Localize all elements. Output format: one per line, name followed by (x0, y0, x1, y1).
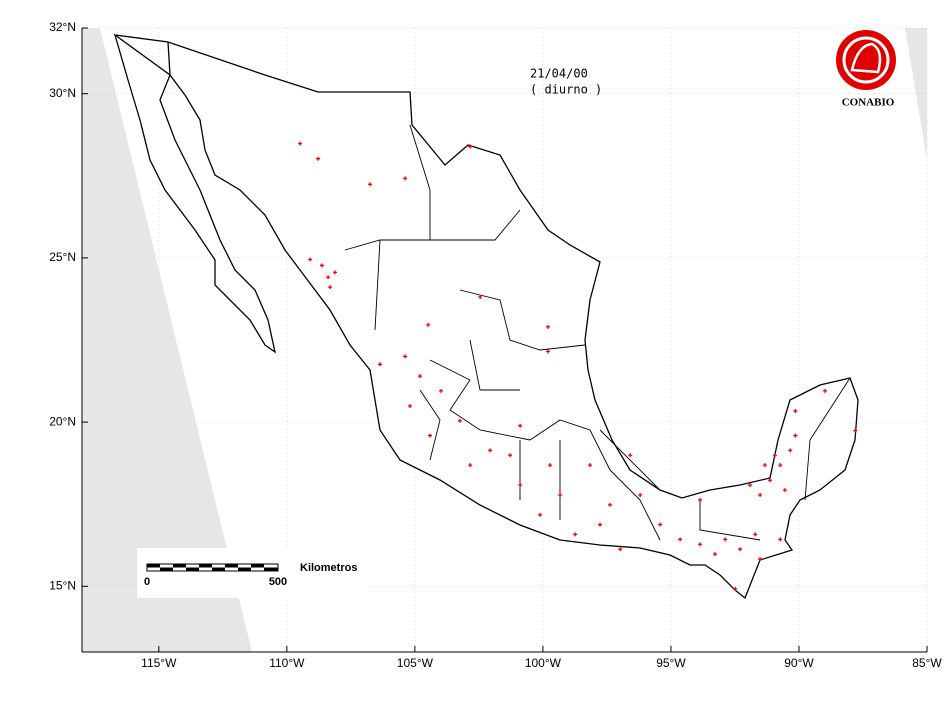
fire-point (588, 463, 593, 468)
fire-point (488, 448, 493, 453)
fire-point (518, 483, 523, 488)
fire-point (546, 324, 551, 329)
date-label: 21/04/00 (530, 67, 588, 81)
fire-point (573, 532, 578, 537)
fire-point (558, 493, 563, 498)
fire-point (778, 537, 783, 542)
fire-point (758, 493, 763, 498)
logo: CONABIO (836, 30, 896, 109)
x-tick-label: 115°W (141, 656, 177, 670)
fire-point (332, 270, 337, 275)
ticks: 115°W 110°W 105°W 100°W 95°W 90°W 85°W 15°N 20°N… (49, 20, 942, 670)
fire-point (782, 488, 787, 493)
no-data-region (905, 28, 927, 160)
fire-point (748, 483, 753, 488)
fire-point (712, 552, 717, 557)
y-tick-label: 15°N (49, 578, 76, 592)
y-tick-label: 32°N (49, 20, 76, 34)
y-tick-label: 25°N (49, 250, 76, 264)
fire-point (427, 433, 432, 438)
fire-point (328, 285, 333, 290)
fire-point (698, 497, 703, 502)
fire-point (793, 433, 798, 438)
fire-point (403, 354, 408, 359)
fire-point (723, 537, 728, 542)
fire-point (403, 176, 408, 181)
fire-point (758, 557, 763, 562)
x-tick-label: 105°W (397, 656, 434, 670)
fire-point (368, 182, 373, 187)
fire-point (698, 542, 703, 547)
fire-point (316, 156, 321, 161)
scale-bar: 0 500 Kilometros (137, 548, 370, 598)
fire-point (628, 453, 633, 458)
scale-checks (147, 564, 278, 571)
fire-point (548, 463, 553, 468)
x-tick-label: 85°W (912, 656, 942, 670)
fire-point (426, 322, 431, 327)
fire-point (546, 349, 551, 354)
fire-point (768, 478, 773, 483)
fire-point (378, 362, 383, 367)
fire-point (762, 463, 767, 468)
fire-point (778, 463, 783, 468)
fire-point (478, 294, 483, 299)
fire-point (508, 453, 513, 458)
fire-point (658, 522, 663, 527)
logo-text: CONABIO (842, 97, 895, 109)
fire-point (468, 463, 473, 468)
fire-point (319, 263, 324, 268)
fire-point (853, 428, 858, 433)
state-borders (344, 124, 851, 541)
scale-label: Kilometros (300, 562, 357, 574)
x-tick-label: 110°W (269, 656, 305, 670)
scale-tick: 500 (269, 576, 287, 588)
scale-tick: 0 (144, 576, 150, 588)
fire-point (738, 547, 743, 552)
fire-point (607, 502, 612, 507)
fire-point (788, 448, 793, 453)
fire-point (418, 374, 422, 379)
fire-point (638, 493, 643, 498)
fire-point (753, 532, 758, 537)
fire-point (468, 144, 473, 149)
fire-point (438, 388, 443, 393)
no-data-region (82, 28, 252, 652)
fire-point (772, 453, 777, 458)
fire-point (457, 418, 462, 423)
x-tick-label: 95°W (656, 656, 686, 670)
fire-point (538, 512, 543, 517)
fire-point (408, 404, 413, 409)
fire-point (618, 547, 623, 552)
x-tick-label: 100°W (525, 656, 562, 670)
fire-points (298, 141, 858, 591)
logo-ring (842, 36, 890, 84)
country-outline (113, 33, 859, 600)
fire-point (298, 141, 303, 146)
y-tick-label: 20°N (49, 414, 76, 428)
fire-point (326, 275, 331, 280)
y-tick-label: 30°N (49, 86, 76, 100)
scale-box (137, 548, 370, 598)
fire-point (823, 388, 828, 393)
x-tick-label: 90°W (784, 656, 814, 670)
period-label: ( diurno ) (530, 83, 602, 97)
fire-point (793, 408, 798, 413)
fire-point (308, 257, 313, 262)
fire-point (733, 586, 738, 591)
fire-point (518, 423, 523, 428)
fire-point (678, 537, 683, 542)
fire-point (598, 522, 603, 527)
logo-figure (850, 42, 882, 74)
